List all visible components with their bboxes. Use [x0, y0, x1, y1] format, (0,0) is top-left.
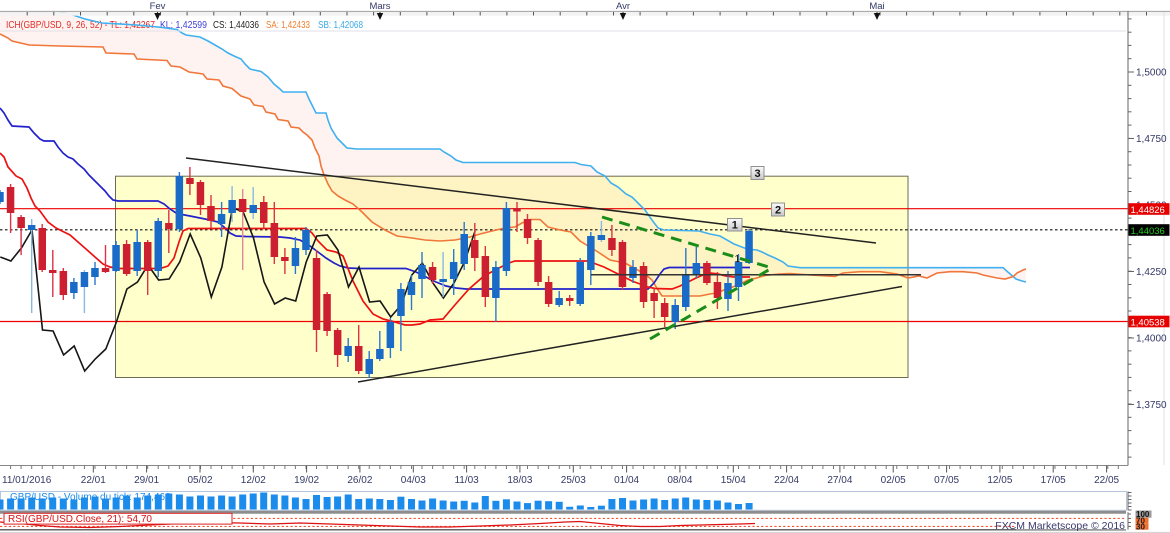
svg-text:07/05: 07/05	[934, 475, 959, 486]
svg-text:15/04: 15/04	[721, 475, 746, 486]
svg-text:1,40538: 1,40538	[1131, 317, 1165, 328]
svg-text:Mai: Mai	[869, 1, 884, 12]
svg-text:11/03: 11/03	[454, 475, 479, 486]
svg-text:CS: 1,44036: CS: 1,44036	[213, 20, 259, 31]
svg-text:Fev: Fev	[150, 1, 166, 12]
svg-text:18/03: 18/03	[507, 475, 532, 486]
svg-text:KL: 1,42599: KL: 1,42599	[160, 20, 207, 31]
svg-text:04/03: 04/03	[401, 475, 426, 486]
svg-text:70: 70	[1136, 516, 1145, 525]
svg-text:22/04: 22/04	[774, 475, 799, 486]
svg-text:05/02: 05/02	[187, 475, 212, 486]
svg-text:ICH(GBP/USD, 9, 26, 52) - TL:: ICH(GBP/USD, 9, 26, 52) - TL: 1,42267	[6, 20, 155, 31]
svg-text:08/04: 08/04	[667, 475, 692, 486]
svg-text:12/05: 12/05	[987, 475, 1012, 486]
svg-text:1,4750: 1,4750	[1136, 134, 1167, 145]
svg-text:1: 1	[732, 220, 738, 232]
svg-text:Mars: Mars	[369, 1, 390, 12]
svg-text:12/02: 12/02	[241, 475, 266, 486]
svg-text:1,5000: 1,5000	[1136, 68, 1167, 79]
svg-text:1,4000: 1,4000	[1136, 334, 1167, 345]
svg-text:Avr: Avr	[616, 1, 630, 12]
svg-text:30: 30	[1136, 522, 1145, 531]
svg-text:22/05: 22/05	[1094, 475, 1119, 486]
svg-text:GBP/USD - Volume du tick: 174,: GBP/USD - Volume du tick: 174,466	[10, 492, 171, 503]
svg-text:1,4250: 1,4250	[1136, 267, 1167, 278]
svg-text:1,44826: 1,44826	[1131, 205, 1165, 216]
svg-text:26/02: 26/02	[347, 475, 372, 486]
svg-text:19/02: 19/02	[294, 475, 319, 486]
svg-text:1: 1	[735, 254, 741, 265]
svg-text:29/01: 29/01	[134, 475, 159, 486]
svg-text:02/05: 02/05	[881, 475, 906, 486]
svg-text:100: 100	[1136, 510, 1150, 519]
svg-text:SB: 1,42068: SB: 1,42068	[318, 20, 363, 31]
svg-text:FXCM Marketscope © 2016: FXCM Marketscope © 2016	[995, 520, 1125, 532]
svg-text:27/04: 27/04	[827, 475, 852, 486]
svg-text:3: 3	[754, 168, 760, 180]
svg-text:17/05: 17/05	[1041, 475, 1066, 486]
svg-text:RSI(GBP/USD.Close, 21): 54,70: RSI(GBP/USD.Close, 21): 54,70	[8, 514, 152, 525]
svg-text:11/01/2016: 11/01/2016	[2, 475, 52, 486]
svg-text:2: 2	[775, 205, 781, 217]
svg-text:25/03: 25/03	[561, 475, 586, 486]
svg-text:01/04: 01/04	[614, 475, 639, 486]
svg-text:SA: 1,42433: SA: 1,42433	[266, 20, 310, 31]
svg-text:1,3750: 1,3750	[1136, 400, 1167, 411]
svg-text:22/01: 22/01	[81, 475, 106, 486]
svg-text:1,44036: 1,44036	[1131, 226, 1165, 237]
